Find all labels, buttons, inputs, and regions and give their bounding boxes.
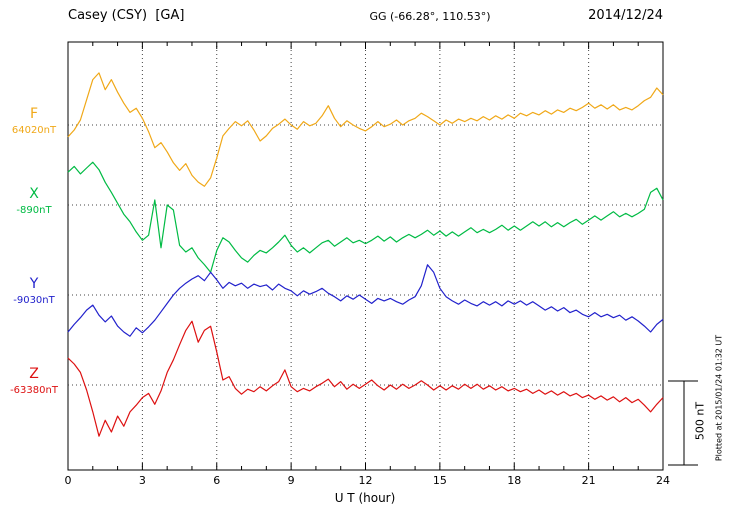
trace-Z (67, 320, 664, 437)
plot-date: 2014/12/24 (588, 8, 663, 23)
channel-block-X: X -890nT (4, 187, 64, 216)
x-tick-label-21: 21 (581, 474, 596, 487)
geographic-coordinates: GG (-66.28°, 110.53°) (369, 10, 491, 23)
trace-Y (67, 264, 664, 337)
x-tick-label-6: 6 (213, 474, 221, 487)
x-tick-label-18: 18 (507, 474, 522, 487)
channel-label-X: X (29, 186, 39, 202)
trace-X (67, 161, 664, 273)
channel-baseline-value-F: 64020nT (11, 125, 57, 136)
trace-F (67, 72, 664, 187)
x-tick-label-9: 9 (287, 474, 295, 487)
channel-label-F: F (29, 106, 39, 122)
x-tick-label-12: 12 (358, 474, 373, 487)
channel-label-Z: Z (29, 366, 39, 382)
x-tick-label-15: 15 (432, 474, 447, 487)
x-axis-title: U T (hour) (334, 491, 396, 505)
x-tick-label-24: 24 (656, 474, 670, 487)
x-tick-label-3: 3 (138, 474, 146, 487)
plotted-at-note: Plotted at 2015/01/24 01:32 UT (714, 334, 724, 462)
channel-label-Y: Y (29, 276, 39, 292)
x-tick-label-0: 0 (64, 474, 72, 487)
channel-baseline-value-X: -890nT (16, 205, 52, 216)
channel-block-Z: Z -63380nT (4, 367, 64, 396)
channel-block-Y: Y -9030nT (4, 277, 64, 306)
station-title: Casey (CSY) [GA] (68, 8, 185, 23)
channel-block-F: F 64020nT (4, 107, 64, 136)
channel-baseline-value-Z: -63380nT (10, 385, 58, 396)
channel-baseline-value-Y: -9030nT (13, 295, 55, 306)
scale-bar-label: 500 nT (693, 401, 707, 441)
